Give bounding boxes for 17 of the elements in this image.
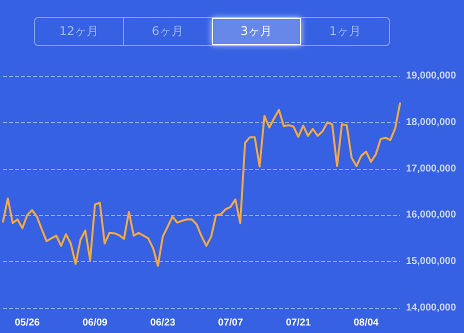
text: 1ヶ月: [328, 23, 362, 40]
y-tick-label: 18,000,000: [406, 116, 456, 128]
y-tick-label: 16,000,000: [406, 210, 456, 221]
y-tick-label: 19,000,000: [406, 70, 456, 82]
y-tick-label: 15,000,000: [406, 256, 456, 268]
x-tick-label: 08/04: [354, 318, 380, 328]
x-tick-label: 06/09: [82, 318, 108, 328]
line-series: [2, 102, 401, 267]
x-tick-label: 06/23: [150, 318, 176, 328]
text: 6ヶ月: [122, 18, 212, 45]
x-tick-label: 07/07: [218, 318, 244, 328]
y-tick-label: 14,000,000: [406, 302, 456, 314]
text: 3ヶ月: [212, 18, 302, 45]
text: 12ヶ月: [58, 23, 100, 40]
x-tick-label: 07/21: [286, 318, 312, 328]
x-tick-label: 05/26: [14, 318, 40, 328]
y-tick-label: 17,000,000: [406, 163, 456, 174]
